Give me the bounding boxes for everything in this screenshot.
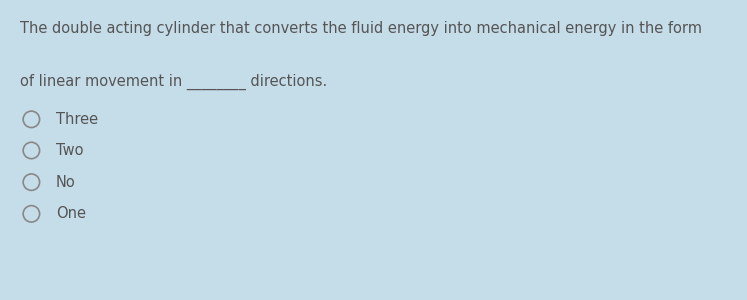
Text: Three: Three — [56, 112, 98, 127]
Text: No: No — [56, 175, 75, 190]
Text: One: One — [56, 206, 86, 221]
Text: of linear movement in ________ directions.: of linear movement in ________ direction… — [20, 74, 327, 90]
Text: Two: Two — [56, 143, 84, 158]
Text: The double acting cylinder that converts the fluid energy into mechanical energy: The double acting cylinder that converts… — [20, 21, 702, 36]
